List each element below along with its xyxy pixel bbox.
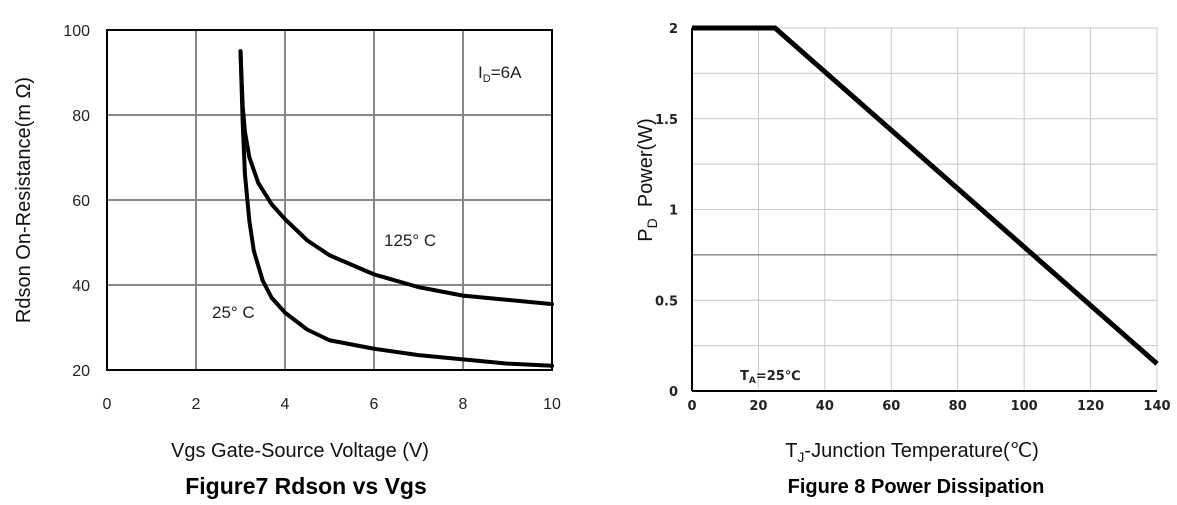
chart-power-dissipation: 0 20 40 60 80 100 120 140 0 0.5 1 1.5 2 TA=25℃ PD P…: [635, 22, 1171, 498]
chart2-x-tick-label: 140: [1143, 399, 1170, 414]
chart2-x-tick-label: 0: [687, 399, 696, 414]
chart1-x-tick-label: 8: [459, 396, 468, 413]
chart2-series: [692, 25, 1159, 366]
chart1-y-tick-label: 40: [72, 278, 90, 295]
chart1-x-axis-label: Vgs Gate-Source Voltage (V): [171, 440, 429, 462]
chart1-y-tick-label: 60: [72, 193, 90, 210]
chart2-x-tick-label: 80: [949, 399, 967, 414]
chart1-title: Figure7 Rdson vs Vgs: [185, 473, 427, 499]
chart2-y-tick-label: 2: [669, 22, 678, 37]
chart2-x-axis-label: TJ-Junction Temperature(℃): [785, 440, 1039, 465]
chart2-y-tick-label: 1.5: [655, 113, 678, 128]
chart1-x-tick-label: 0: [103, 396, 112, 413]
series-line-power-derating: [692, 25, 1159, 366]
chart-rdson-vs-vgs: 0 2 4 6 8 10 20 40 60 80 100 ID=6A 125° C 25° C R…: [13, 23, 561, 499]
chart2-grid: [692, 27, 1158, 391]
chart2-y-tick-labels: 0 0.5 1 1.5 2: [655, 22, 678, 400]
chart2-title: Figure 8 Power Dissipation: [788, 476, 1045, 498]
series-line-25c: [238, 49, 554, 368]
chart1-y-tick-label: 20: [72, 363, 90, 380]
chart1-x-tick-label: 4: [281, 396, 290, 413]
chart2-x-tick-label: 120: [1077, 399, 1104, 414]
chart2-x-tick-label: 100: [1011, 399, 1038, 414]
chart1-x-tick-label: 10: [543, 396, 561, 413]
chart2-y-tick-label: 1: [669, 204, 678, 219]
chart2-y-axis-label: PD Power(W): [635, 118, 660, 241]
chart1-x-tick-label: 2: [192, 396, 201, 413]
chart1-y-tick-label: 100: [63, 23, 90, 40]
chart2-x-tick-label: 20: [749, 399, 767, 414]
chart1-y-tick-label: 80: [72, 108, 90, 125]
chart1-x-tick-label: 6: [370, 396, 379, 413]
series-line-125c: [238, 49, 554, 307]
chart1-y-tick-labels: 20 40 60 80 100: [63, 23, 90, 380]
series-label-125c: 125° C: [384, 231, 436, 250]
chart2-x-tick-label: 60: [882, 399, 900, 414]
chart1-current-annotation: ID=6A: [478, 63, 522, 85]
chart2-y-tick-label: 0.5: [655, 294, 678, 309]
chart1-x-tick-labels: 0 2 4 6 8 10: [103, 396, 561, 413]
series-label-25c: 25° C: [212, 303, 255, 322]
chart2-ambient-annotation: TA=25℃: [740, 369, 801, 386]
chart1-series: [238, 49, 554, 368]
chart2-x-tick-label: 40: [816, 399, 834, 414]
chart2-x-tick-labels: 0 20 40 60 80 100 120 140: [687, 399, 1170, 414]
chart1-plot-frame: [106, 29, 553, 371]
chart2-y-tick-label: 0: [669, 385, 678, 400]
chart1-y-axis-label: Rdson On-Resistance(m Ω): [13, 77, 35, 323]
